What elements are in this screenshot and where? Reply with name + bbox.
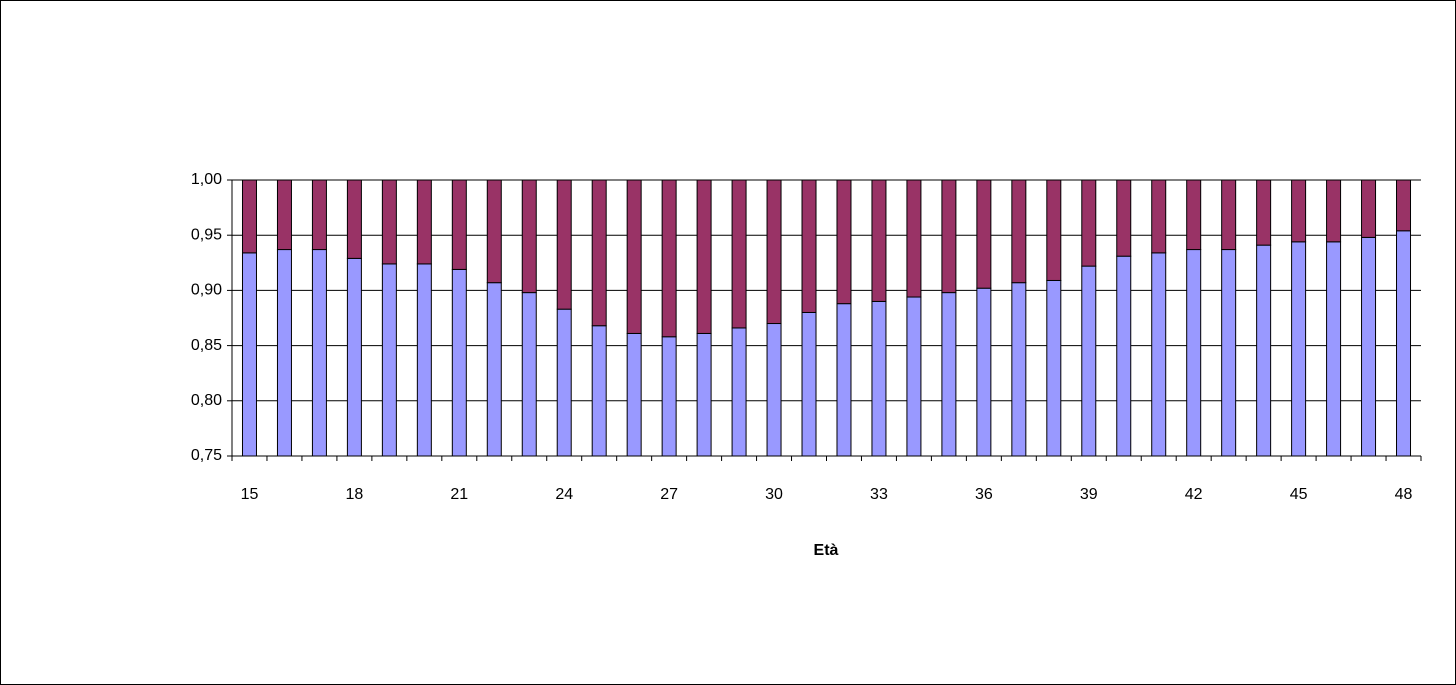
bar-segment: [731, 327, 747, 457]
bar-segment: [1011, 282, 1027, 457]
bar-segment: [1116, 179, 1132, 257]
x-axis-title: Età: [814, 542, 839, 559]
bar-segment: [696, 179, 712, 334]
bar-segment: [976, 287, 992, 457]
bar-segment: [556, 179, 572, 310]
y-tick-label: 0,80: [191, 392, 222, 409]
bar-segment: [346, 179, 362, 259]
x-tick-label: 33: [870, 486, 888, 503]
x-tick-label: 24: [555, 486, 573, 503]
bar-segment: [1256, 244, 1272, 457]
bar-segment: [1081, 265, 1097, 457]
bar-segment: [1081, 179, 1097, 267]
bar-segment: [696, 332, 712, 457]
bar-segment: [661, 336, 677, 457]
bar-segment: [276, 249, 292, 457]
bar-segment: [1221, 249, 1237, 457]
bar-segment: [1186, 249, 1202, 457]
x-tick-label: 45: [1290, 486, 1308, 503]
bar-segment: [451, 179, 467, 270]
x-tick-label: 48: [1395, 486, 1413, 503]
y-tick-label: 0,95: [191, 226, 222, 243]
bar-segment: [661, 179, 677, 338]
bar-segment: [1046, 279, 1062, 457]
x-tick-label: 30: [765, 486, 783, 503]
bar-segment: [1186, 179, 1202, 251]
bar-segment: [1361, 236, 1377, 457]
x-tick-label: 18: [345, 486, 363, 503]
bar-segment: [871, 179, 887, 302]
x-tick-label: 39: [1080, 486, 1098, 503]
bar-segment: [836, 179, 852, 305]
bar-segment: [1151, 252, 1167, 457]
bar-segment: [486, 282, 502, 457]
bar-segment: [1396, 179, 1412, 232]
bar-segment: [626, 179, 642, 334]
bar-segment: [241, 252, 257, 457]
y-tick-label: 0,85: [191, 337, 222, 354]
bar-segment: [591, 325, 607, 457]
bar-segment: [1256, 179, 1272, 246]
bar-segment: [276, 179, 292, 251]
bar-segment: [801, 179, 817, 313]
bar-segment: [416, 263, 432, 457]
bar-segment: [416, 179, 432, 265]
bar-segment: [381, 179, 397, 265]
bar-segment: [241, 179, 257, 254]
bar-segment: [1151, 179, 1167, 254]
bar-segment: [1361, 179, 1377, 238]
bar-segment: [941, 292, 957, 457]
bar-segment: [871, 300, 887, 457]
bar-segment: [486, 179, 502, 284]
bar-segment: [311, 179, 327, 251]
bar-segment: [1116, 255, 1132, 457]
bar-segment: [1046, 179, 1062, 281]
bar-segment: [801, 311, 817, 457]
bar-segment: [381, 263, 397, 457]
bar-segment: [346, 257, 362, 457]
bar-segment: [941, 179, 957, 294]
bar-segment: [556, 308, 572, 457]
bar-segment: [1291, 241, 1307, 457]
x-tick-label: 42: [1185, 486, 1203, 503]
bar-segment: [766, 323, 782, 457]
bar-segment: [1221, 179, 1237, 251]
bar-segment: [1326, 179, 1342, 243]
bar-segment: [766, 179, 782, 325]
bar-segment: [836, 303, 852, 457]
bar-segment: [976, 179, 992, 289]
bar-segment: [1326, 241, 1342, 457]
bar-segment: [906, 179, 922, 298]
bar-segment: [731, 179, 747, 329]
y-tick-label: 0,90: [191, 282, 222, 299]
bar-segment: [1011, 179, 1027, 284]
bar-segment: [451, 268, 467, 457]
y-tick-label: 1,00: [191, 171, 222, 188]
y-tick-label: 0,75: [191, 447, 222, 464]
bar-segment: [626, 332, 642, 457]
x-tick-label: 21: [450, 486, 468, 503]
bar-segment: [311, 249, 327, 457]
bar-segment: [906, 296, 922, 457]
bar-segment: [521, 179, 537, 294]
x-tick-label: 27: [660, 486, 678, 503]
bar-segment: [521, 292, 537, 457]
bar-segment: [591, 179, 607, 327]
bar-segment: [1396, 230, 1412, 457]
bar-segment: [1291, 179, 1307, 243]
x-tick-label: 15: [241, 486, 259, 503]
x-tick-label: 36: [975, 486, 993, 503]
